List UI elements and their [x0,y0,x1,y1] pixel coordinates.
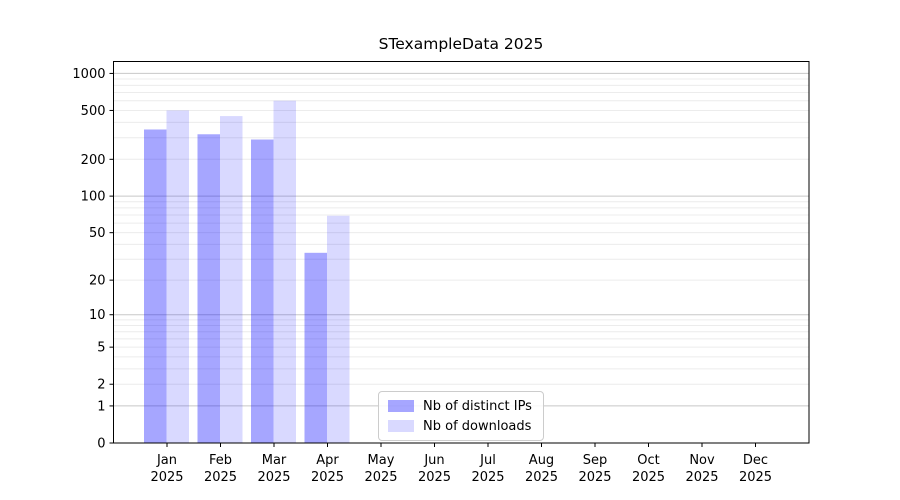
legend-item-distinct-ips: Nb of distinct IPs [388,398,534,414]
y-tick-label-1000: 1000 [72,67,105,82]
x-tick-year-aug: 2025 [525,470,558,485]
x-tick-label-mar: Mar [262,453,287,468]
bar-downloads-apr [327,215,350,443]
x-tick-label-sep: Sep [583,453,608,468]
x-tick-year-oct: 2025 [632,470,665,485]
x-tick-label-jun: Jun [423,453,444,468]
x-tick-label-dec: Dec [743,453,768,468]
legend-label-downloads: Nb of downloads [423,418,532,434]
bar-downloads-jan [166,110,189,443]
y-tick-label-2: 2 [97,378,105,393]
y-tick-label-10: 10 [89,308,106,323]
x-tick-label-nov: Nov [689,453,715,468]
x-tick-year-jul: 2025 [471,470,504,485]
plot-border [113,61,810,444]
bar-distinct-ips-jan [144,129,167,443]
x-tick-label-feb: Feb [209,453,232,468]
x-tick-year-mar: 2025 [257,470,290,485]
legend-label-distinct-ips: Nb of distinct IPs [423,398,532,414]
x-tick-label-aug: Aug [529,453,554,468]
bar-downloads-mar [273,100,296,444]
x-tick-year-dec: 2025 [739,470,772,485]
x-tick-year-sep: 2025 [578,470,611,485]
x-tick-year-feb: 2025 [204,470,237,485]
x-tick-label-oct: Oct [637,453,659,468]
x-tick-year-may: 2025 [364,470,397,485]
y-tick-label-200: 200 [81,153,106,168]
x-tick-year-apr: 2025 [311,470,344,485]
chart-title: STexampleData 2025 [378,35,544,53]
y-tick-label-100: 100 [81,190,106,205]
x-tick-label-jan: Jan [156,453,177,468]
y-tick-label-5: 5 [97,341,105,356]
bar-downloads-feb [220,116,243,443]
y-tick-label-20: 20 [89,274,106,289]
legend-item-downloads: Nb of downloads [388,418,534,434]
y-tick-label-500: 500 [81,104,106,119]
legend-swatch-downloads [388,420,414,432]
x-tick-label-may: May [368,453,395,468]
y-tick-label-0: 0 [97,437,105,452]
x-tick-year-nov: 2025 [685,470,718,485]
legend: Nb of distinct IPs Nb of downloads [378,391,544,441]
bar-distinct-ips-apr [304,252,327,443]
legend-swatch-distinct-ips [388,400,414,412]
y-tick-label-50: 50 [89,226,106,241]
bar-distinct-ips-feb [197,134,220,443]
x-tick-year-jan: 2025 [150,470,183,485]
x-tick-label-jul: Jul [479,453,496,468]
x-tick-year-jun: 2025 [418,470,451,485]
x-tick-label-apr: Apr [316,453,339,468]
y-tick-label-1: 1 [97,399,105,414]
bar-distinct-ips-mar [251,139,274,443]
